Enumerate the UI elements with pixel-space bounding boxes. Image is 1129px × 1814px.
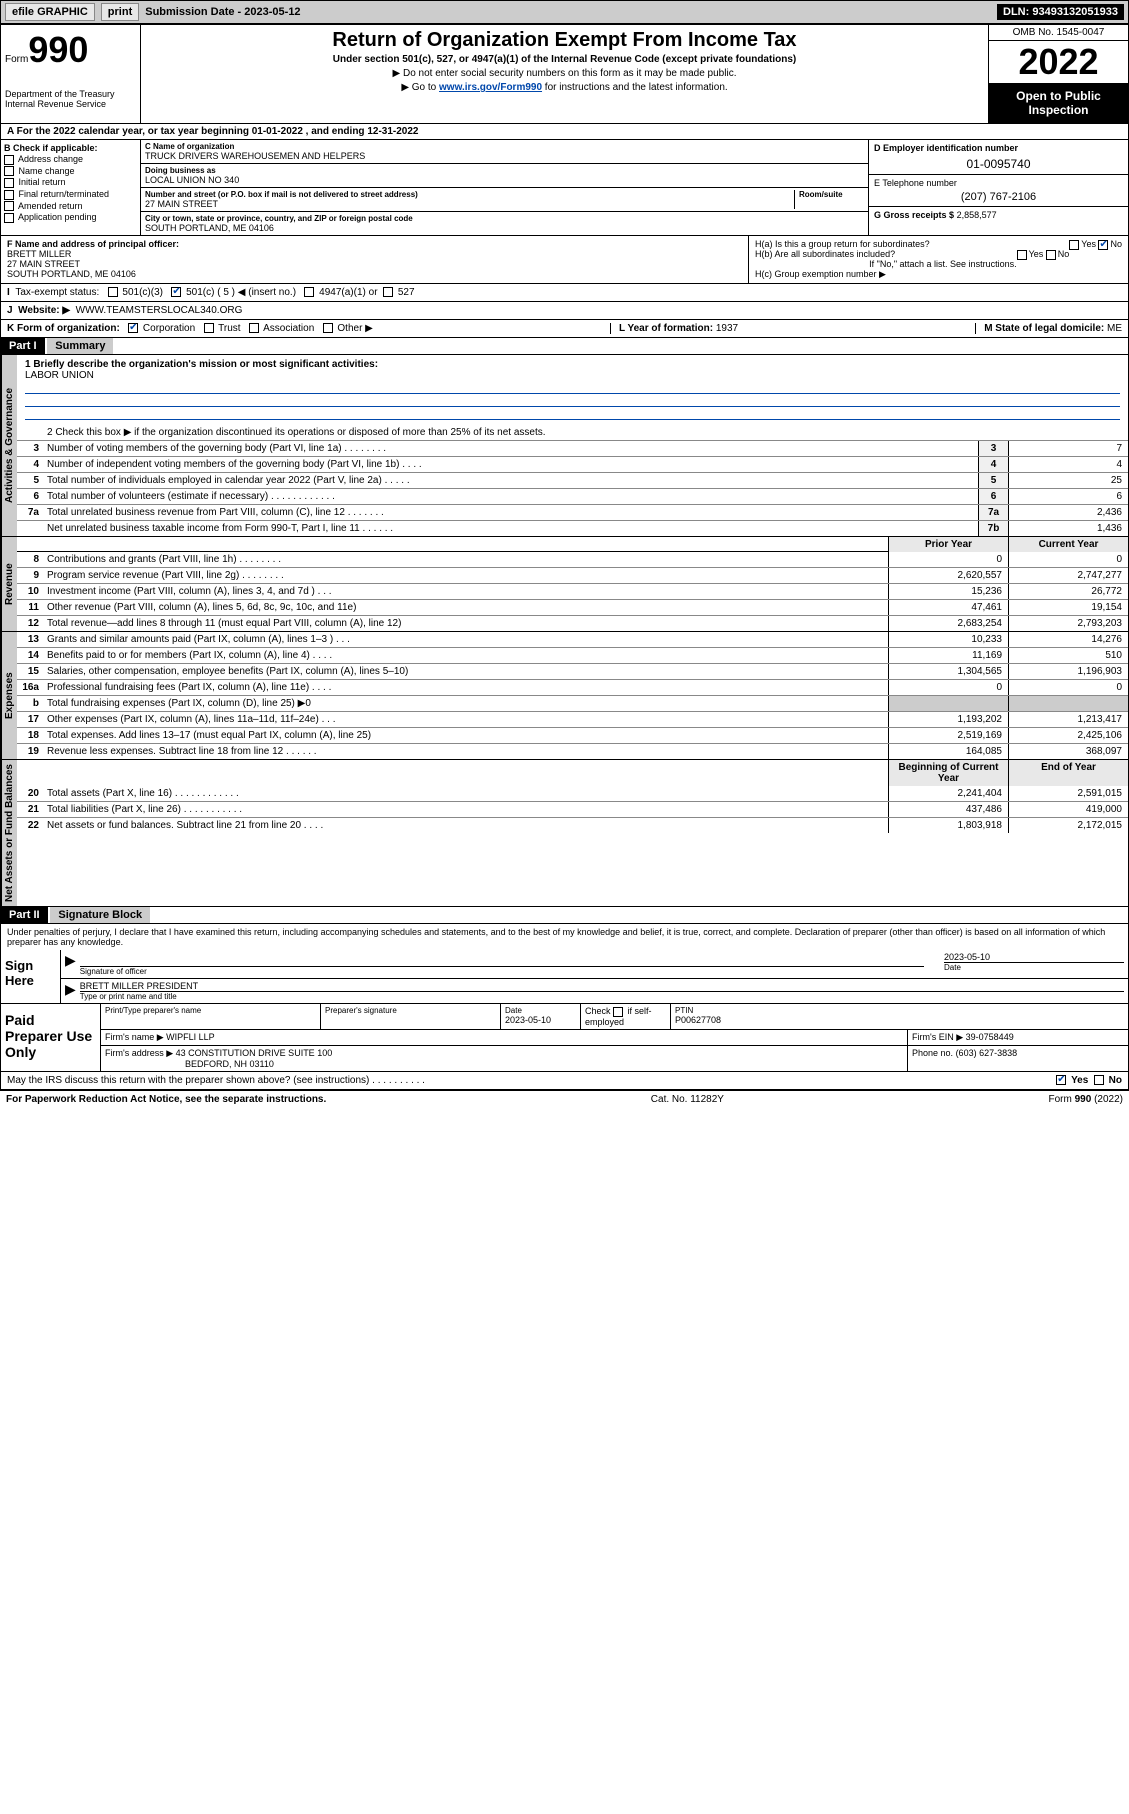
- year-formation: 1937: [716, 323, 738, 334]
- firm-address: 43 CONSTITUTION DRIVE SUITE 100: [176, 1048, 333, 1058]
- firm-phone: (603) 627-3838: [956, 1048, 1018, 1058]
- efile-button[interactable]: efile GRAPHIC: [5, 3, 95, 21]
- paid-preparer-label: Paid Preparer Use Only: [1, 1004, 101, 1071]
- sign-date: 2023-05-10: [944, 952, 1124, 962]
- 527-checkbox[interactable]: [383, 287, 393, 297]
- other-checkbox[interactable]: [323, 323, 333, 333]
- form-header: Form990 Department of the Treasury Inter…: [0, 24, 1129, 124]
- ha-no-checkbox[interactable]: [1098, 240, 1108, 250]
- section-h: H(a) Is this a group return for subordin…: [748, 236, 1128, 283]
- mission-text: LABOR UNION: [25, 370, 94, 381]
- part2-title: Signature Block: [50, 907, 150, 923]
- privacy-note: ▶ Do not enter social security numbers o…: [149, 68, 980, 79]
- discuss-yes-checkbox[interactable]: [1056, 1075, 1066, 1085]
- ptin: P00627708: [675, 1015, 1124, 1025]
- city-state-zip: SOUTH PORTLAND, ME 04106: [145, 223, 864, 233]
- prep-date: 2023-05-10: [505, 1015, 576, 1025]
- section-b: B Check if applicable: Address change Na…: [1, 140, 141, 235]
- b-opt-checkbox[interactable]: [4, 201, 14, 211]
- 501c-checkbox[interactable]: [171, 287, 181, 297]
- form-number: 990: [28, 29, 88, 70]
- discuss-no-checkbox[interactable]: [1094, 1075, 1104, 1085]
- form-title: Return of Organization Exempt From Incom…: [149, 29, 980, 52]
- 4947-checkbox[interactable]: [304, 287, 314, 297]
- hb-yes-checkbox[interactable]: [1017, 250, 1027, 260]
- net-side-label: Net Assets or Fund Balances: [1, 760, 17, 906]
- corp-checkbox[interactable]: [128, 323, 138, 333]
- sign-here-label: Sign Here: [1, 950, 61, 1003]
- mission-block: 1 Briefly describe the organization's mi…: [17, 355, 1128, 425]
- part1-title: Summary: [47, 338, 113, 354]
- arrow-icon: ▶: [65, 981, 76, 1001]
- gross-receipts: 2,858,577: [957, 210, 997, 220]
- phone: (207) 767-2106: [874, 191, 1123, 203]
- firm-name: WIPFLI LLP: [166, 1032, 215, 1042]
- period-row: A For the 2022 calendar year, or tax yea…: [0, 124, 1129, 140]
- begin-year-hdr: Beginning of Current Year: [888, 760, 1008, 786]
- tax-exempt-row: I Tax-exempt status: 501(c)(3) 501(c) ( …: [0, 284, 1129, 302]
- b-opt-checkbox[interactable]: [4, 155, 14, 165]
- website-url: WWW.TEAMSTERSLOCAL340.ORG: [76, 305, 243, 316]
- arrow-icon: ▶: [65, 952, 76, 976]
- dln-label: DLN: 93493132051933: [997, 4, 1124, 20]
- k-org-row: K Form of organization: Corporation Trus…: [0, 320, 1129, 338]
- gov-side-label: Activities & Governance: [1, 355, 17, 536]
- dba: LOCAL UNION NO 340: [145, 175, 864, 185]
- b-opt-checkbox[interactable]: [4, 190, 14, 200]
- irs-link[interactable]: www.irs.gov/Form990: [439, 82, 542, 93]
- section-deg: D Employer identification number01-00957…: [868, 140, 1128, 235]
- firm-ein: 39-0758449: [966, 1032, 1014, 1042]
- b-opt-checkbox[interactable]: [4, 166, 14, 176]
- form-subtitle: Under section 501(c), 527, or 4947(a)(1)…: [149, 54, 980, 65]
- state-domicile: ME: [1107, 323, 1122, 334]
- trust-checkbox[interactable]: [204, 323, 214, 333]
- ha-yes-checkbox[interactable]: [1069, 240, 1079, 250]
- b-opt-checkbox[interactable]: [4, 178, 14, 188]
- omb-number: OMB No. 1545-0047: [989, 25, 1128, 41]
- print-button[interactable]: print: [101, 3, 139, 21]
- org-name: TRUCK DRIVERS WAREHOUSEMEN AND HELPERS: [145, 151, 864, 161]
- self-employed-checkbox[interactable]: [613, 1007, 623, 1017]
- footer: For Paperwork Reduction Act Notice, see …: [0, 1090, 1129, 1108]
- open-public-badge: Open to Public Inspection: [989, 83, 1128, 123]
- section-c: C Name of organizationTRUCK DRIVERS WARE…: [141, 140, 868, 235]
- discuss-question: May the IRS discuss this return with the…: [7, 1075, 425, 1086]
- 501c3-checkbox[interactable]: [108, 287, 118, 297]
- dept-label: Department of the Treasury Internal Reve…: [5, 89, 136, 109]
- b-opt-checkbox[interactable]: [4, 213, 14, 223]
- current-year-hdr: Current Year: [1008, 537, 1128, 552]
- link-note: ▶ Go to www.irs.gov/Form990 for instruct…: [149, 82, 980, 93]
- submission-date-label: Submission Date - 2023-05-12: [145, 6, 300, 18]
- tax-year: 2022: [989, 41, 1128, 83]
- end-year-hdr: End of Year: [1008, 760, 1128, 786]
- ein: 01-0095740: [874, 157, 1123, 171]
- declaration-text: Under penalties of perjury, I declare th…: [1, 924, 1128, 950]
- officer-name: BRETT MILLER: [7, 249, 71, 259]
- assoc-checkbox[interactable]: [249, 323, 259, 333]
- exp-side-label: Expenses: [1, 632, 17, 759]
- officer-name-title: BRETT MILLER PRESIDENT: [80, 981, 1124, 991]
- website-row: J Website: ▶ WWW.TEAMSTERSLOCAL340.ORG: [0, 302, 1129, 320]
- rev-side-label: Revenue: [1, 537, 17, 631]
- top-toolbar: efile GRAPHIC print Submission Date - 20…: [0, 0, 1129, 24]
- part2-header: Part II: [1, 907, 48, 923]
- street-address: 27 MAIN STREET: [145, 199, 794, 209]
- hb-no-checkbox[interactable]: [1046, 250, 1056, 260]
- form-word: Form: [5, 54, 28, 65]
- prior-year-hdr: Prior Year: [888, 537, 1008, 552]
- section-f: F Name and address of principal officer:…: [1, 236, 748, 283]
- part1-header: Part I: [1, 338, 45, 354]
